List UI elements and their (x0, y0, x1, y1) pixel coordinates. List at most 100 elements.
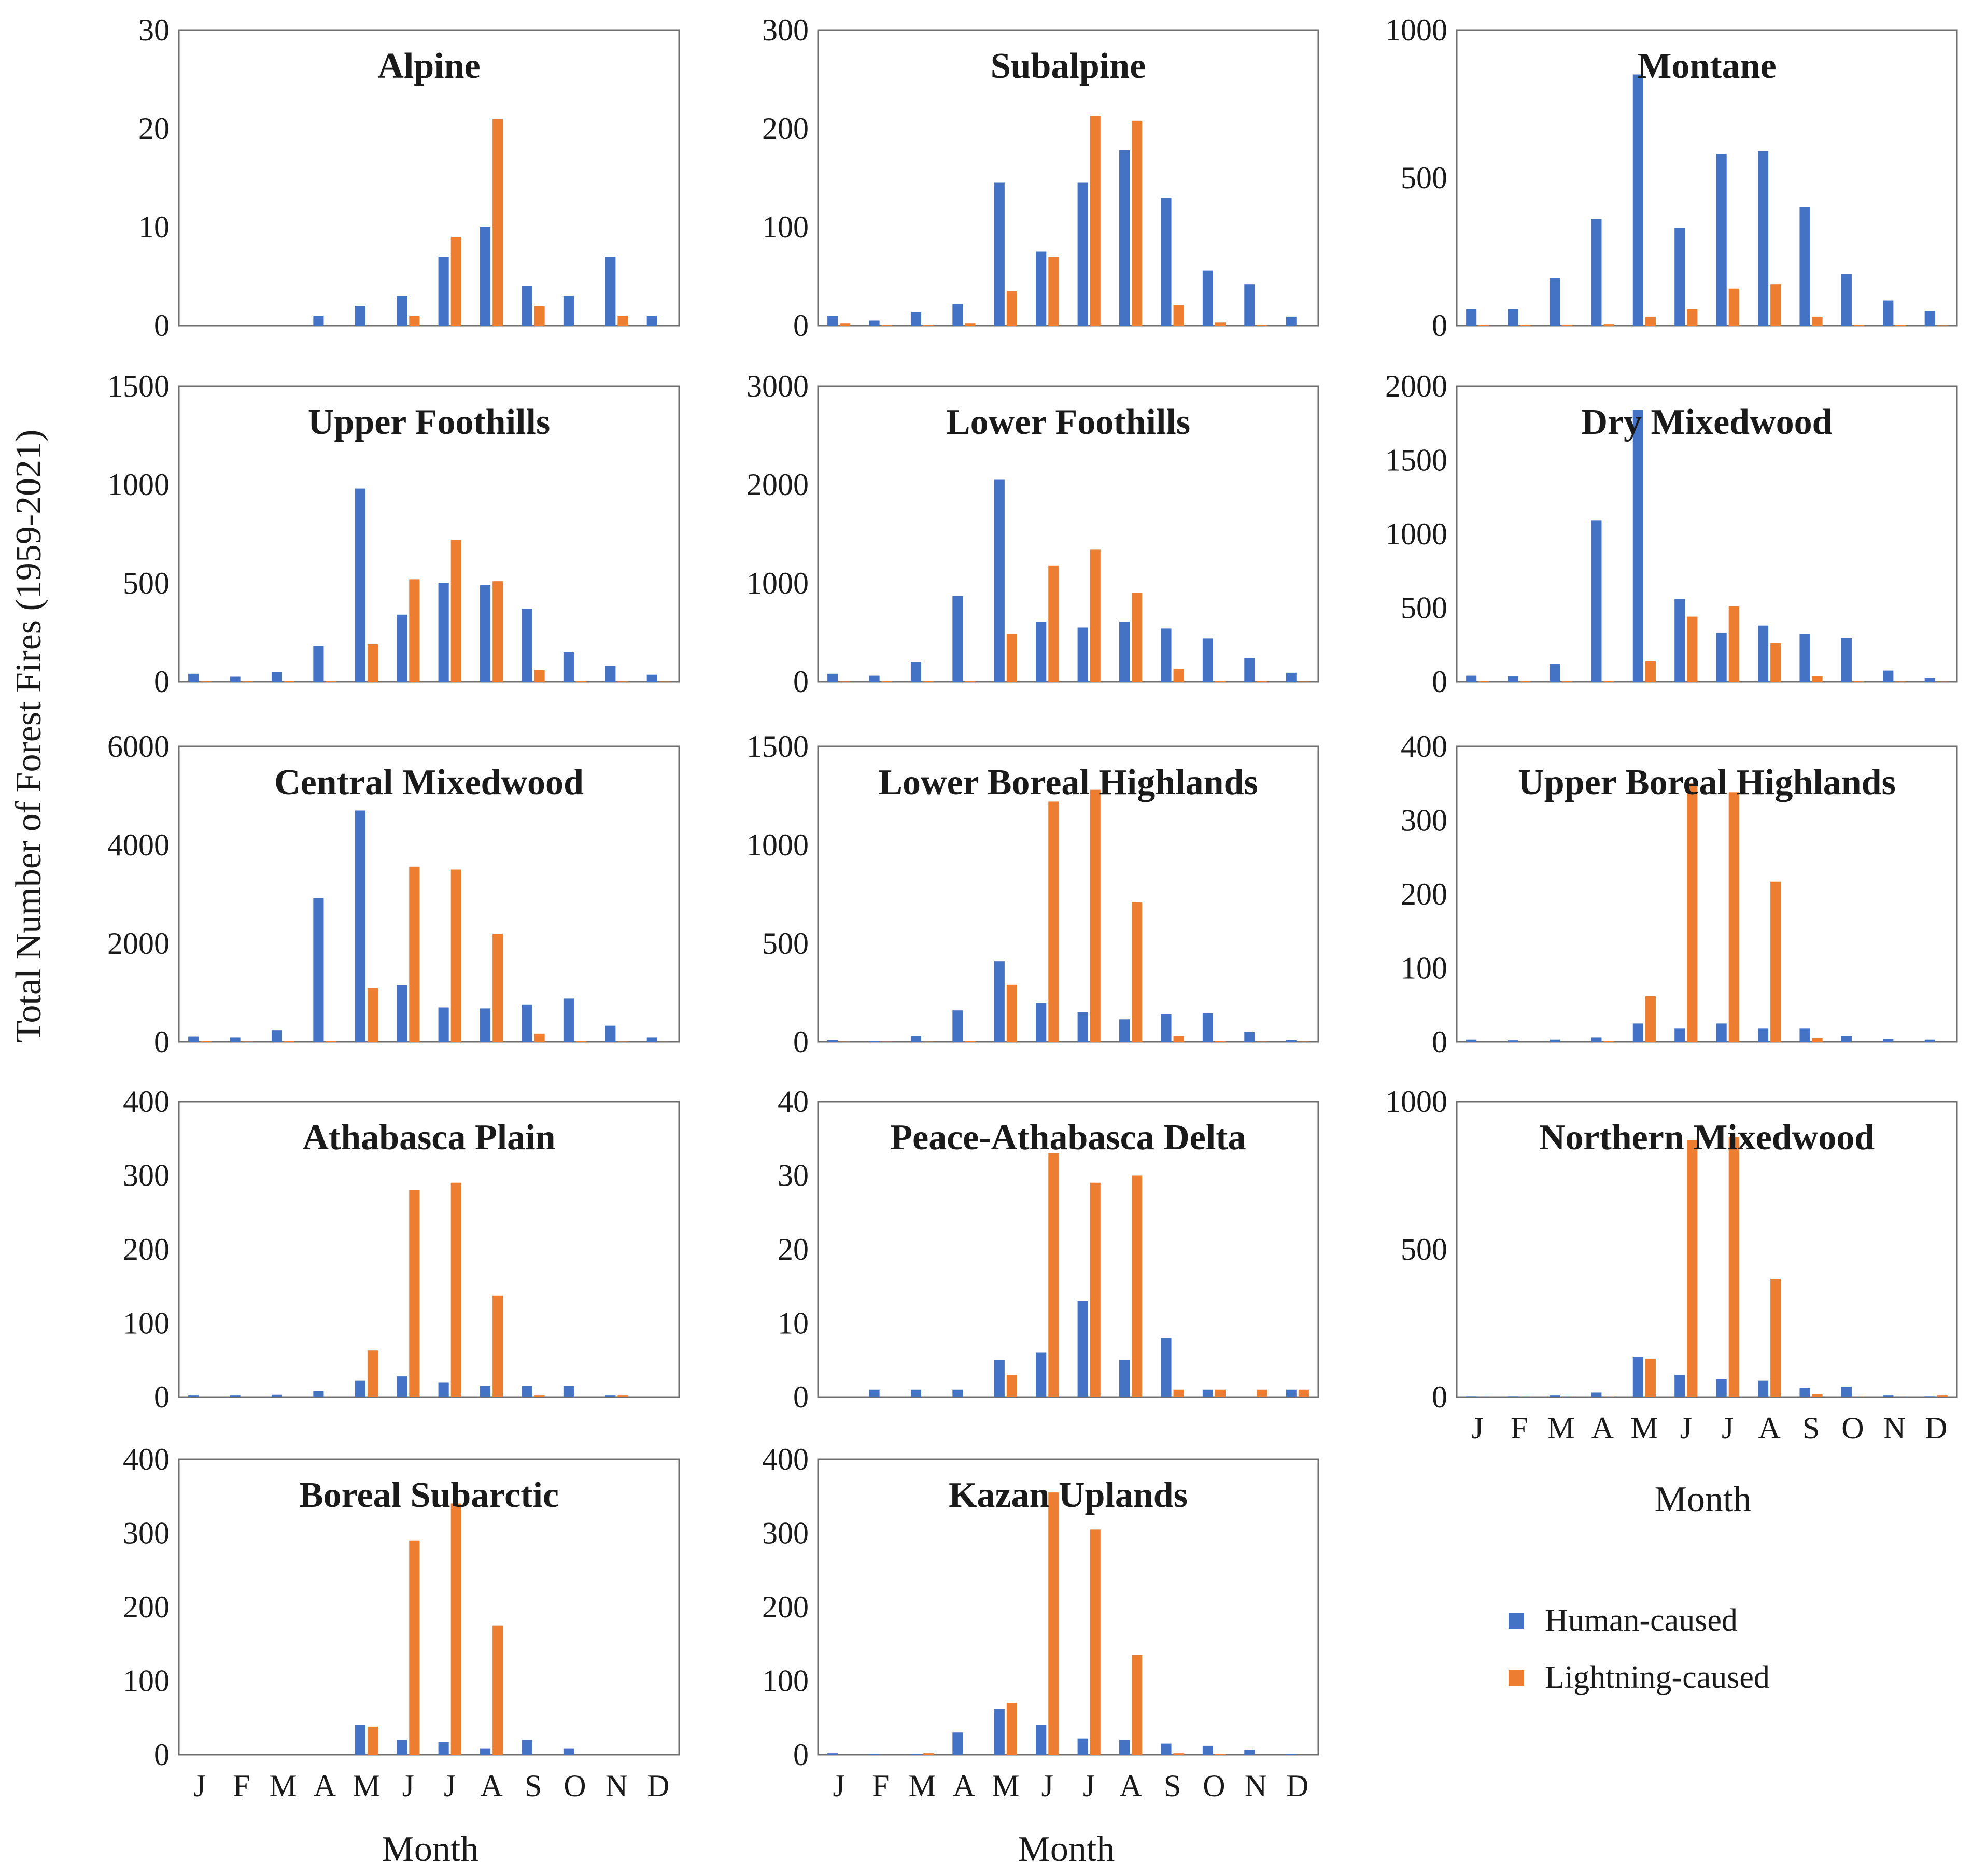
bar-lightning-8 (1770, 881, 1781, 1042)
y-tick-label: 0 (154, 1738, 170, 1772)
legend-label-lightning: Lightning-caused (1545, 1660, 1770, 1695)
panel-title: Montane (1637, 46, 1776, 86)
bar-human-8 (1119, 1360, 1130, 1397)
bar-human-10 (1841, 1036, 1852, 1042)
bar-lightning-9 (1812, 676, 1823, 682)
bar-human-7 (438, 1007, 449, 1042)
y-tick-label: 500 (762, 926, 809, 961)
bar-human-1 (188, 673, 199, 682)
bar-human-8 (480, 1748, 491, 1755)
panel-title: Alpine (377, 46, 480, 86)
x-tick-label: M (908, 1769, 936, 1803)
bar-human-3 (1549, 1395, 1560, 1397)
bar-lightning-8 (492, 581, 503, 682)
bar-lightning-2 (242, 681, 253, 682)
bar-human-10 (1841, 1387, 1852, 1397)
bar-human-9 (522, 1004, 532, 1042)
bar-human-2 (1508, 309, 1518, 326)
bar-human-6 (397, 1740, 407, 1755)
bar-human-8 (1119, 150, 1130, 326)
bar-lightning-7 (1728, 792, 1739, 1042)
plot-frame (178, 385, 680, 683)
bar-human-1 (827, 1040, 838, 1042)
y-tick-label: 100 (762, 210, 809, 244)
plot-frame (1456, 385, 1958, 683)
y-tick-label: 0 (793, 1025, 809, 1059)
bar-lightning-7 (450, 540, 461, 682)
bar-lightning-9 (1173, 305, 1184, 326)
y-tick-label: 200 (762, 111, 809, 146)
bar-lightning-9 (1173, 1036, 1184, 1042)
bar-lightning-4 (326, 1041, 336, 1042)
bar-human-3 (1549, 278, 1560, 326)
y-tick-label: 300 (123, 1159, 170, 1193)
bar-lightning-7 (1090, 1182, 1101, 1397)
bar-human-3 (910, 662, 922, 682)
bar-human-8 (1119, 1740, 1130, 1755)
bar-human-7 (1077, 627, 1088, 682)
x-tick-label: J (444, 1769, 456, 1803)
bar-human-3 (910, 312, 922, 326)
bar-human-11 (1244, 1032, 1255, 1042)
bar-lightning-4 (1603, 324, 1614, 326)
bar-lightning-7 (1090, 549, 1101, 682)
bar-human-8 (1119, 622, 1130, 682)
bar-human-5 (355, 488, 365, 682)
bar-human-8 (480, 1008, 491, 1042)
bar-human-6 (1036, 1725, 1047, 1755)
bar-human-8 (480, 585, 491, 682)
x-tick-label: J (1041, 1769, 1053, 1803)
bar-human-2 (1508, 676, 1518, 682)
x-tick-label: J (1680, 1411, 1692, 1445)
bar-human-11 (1883, 1039, 1894, 1042)
y-tick-label: 300 (762, 1516, 809, 1550)
y-tick-label: 500 (1401, 591, 1447, 625)
bar-lightning-8 (1132, 593, 1143, 682)
bar-lightning-8 (492, 1295, 503, 1397)
x-tick-label: F (233, 1769, 250, 1803)
bar-lightning-7 (1728, 288, 1739, 326)
y-tick-label: 4000 (107, 828, 170, 862)
bar-lightning-6 (409, 579, 420, 682)
bar-human-8 (1119, 1019, 1130, 1042)
bar-lightning-5 (1006, 1703, 1017, 1755)
bar-human-4 (313, 1391, 324, 1397)
bar-human-6 (1036, 251, 1047, 326)
bar-lightning-5 (367, 988, 378, 1042)
bar-lightning-9 (534, 1033, 545, 1042)
x-tick-label: N (605, 1769, 628, 1803)
bar-lightning-10 (575, 681, 587, 682)
bar-human-6 (1036, 1003, 1047, 1042)
bar-lightning-4 (1603, 1041, 1614, 1042)
x-tick-label: A (1591, 1411, 1614, 1445)
bar-human-2 (1508, 1040, 1518, 1042)
y-tick-label: 30 (778, 1159, 809, 1193)
bar-human-7 (1716, 154, 1727, 326)
bar-human-6 (397, 614, 407, 682)
bar-lightning-6 (409, 316, 420, 326)
bar-lightning-8 (492, 934, 503, 1042)
x-tick-label: A (480, 1769, 502, 1803)
bar-human-10 (563, 296, 574, 326)
panel-title: Central Mixedwood (274, 763, 584, 802)
panel-alpine: 0 10 20 30 Alpine (138, 13, 680, 343)
bar-human-5 (1632, 74, 1643, 326)
bar-human-12 (1286, 1754, 1297, 1755)
x-tick-label: O (1203, 1769, 1225, 1803)
x-tick-label: N (1883, 1411, 1906, 1445)
bar-lightning-6 (1048, 1153, 1059, 1397)
bar-human-12 (1286, 1389, 1297, 1397)
y-tick-label: 1000 (1385, 517, 1447, 551)
bar-lightning-6 (409, 866, 420, 1042)
y-tick-label: 200 (762, 1590, 809, 1624)
bar-lightning-3 (1562, 325, 1573, 326)
bar-human-12 (1924, 1039, 1935, 1042)
bar-human-1 (1466, 675, 1477, 682)
bar-lightning-9 (1173, 1389, 1184, 1397)
bar-lightning-10 (575, 1041, 587, 1042)
bar-human-9 (1161, 1743, 1172, 1755)
x-tick-label: S (1802, 1411, 1820, 1445)
bar-human-11 (1244, 1750, 1255, 1755)
bar-human-9 (1799, 207, 1810, 326)
y-tick-label: 0 (1432, 1380, 1447, 1414)
